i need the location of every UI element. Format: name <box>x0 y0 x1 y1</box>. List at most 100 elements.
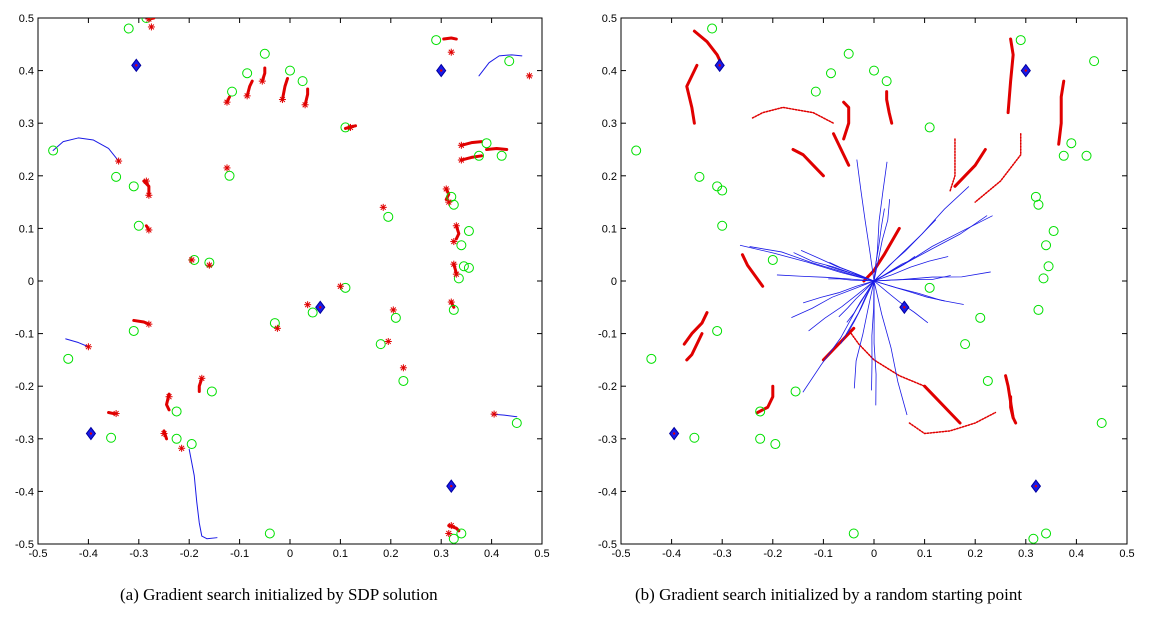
estimate-marker <box>525 72 533 80</box>
anchor-center <box>89 432 93 435</box>
search-path <box>52 137 120 162</box>
estimate-marker <box>278 96 286 104</box>
true-position-marker <box>133 220 144 231</box>
true-position-marker <box>375 339 386 350</box>
true-position-marker <box>171 406 182 417</box>
estimate-marker <box>447 298 455 306</box>
search-path <box>459 140 484 147</box>
search-path <box>850 332 926 387</box>
search-path <box>188 448 218 540</box>
search-path-random <box>749 246 875 282</box>
estimate-marker <box>84 343 92 351</box>
true-position-marker <box>63 353 74 364</box>
true-position-marker <box>1028 533 1039 544</box>
true-position-marker <box>689 432 700 443</box>
estimate-marker <box>384 337 392 345</box>
search-path-random <box>873 215 993 282</box>
search-path <box>953 148 987 188</box>
true-position-marker <box>186 439 197 450</box>
true-position-marker <box>790 386 801 397</box>
search-path-random <box>829 262 875 282</box>
estimate-marker <box>346 123 354 131</box>
y-tick-label: 0 <box>611 276 617 288</box>
true-position-marker <box>1041 240 1052 251</box>
search-path <box>842 100 851 141</box>
search-path <box>682 311 709 346</box>
search-path-random <box>802 280 875 393</box>
true-position-marker <box>448 304 459 315</box>
search-path <box>974 132 1022 203</box>
estimate-marker <box>205 261 213 269</box>
panel-a: -0.5 -0.4 -0.3 -0.2 -0.1 0 0.1 0.2 0.3 0.4 0.5 -0.5… <box>15 13 550 560</box>
x-tick-label: -0.2 <box>763 548 782 560</box>
search-path-random <box>838 280 875 318</box>
search-path <box>1004 374 1015 420</box>
search-path-random <box>793 252 875 282</box>
true-position-marker <box>869 65 879 76</box>
true-position-marker <box>481 138 492 149</box>
true-position-marker <box>1058 150 1069 161</box>
search-path-random <box>808 280 875 332</box>
y-tick-label: 0.3 <box>19 118 34 130</box>
true-position-marker <box>924 122 935 133</box>
true-position-marker <box>810 86 821 97</box>
x-tick-label: 0 <box>871 548 877 560</box>
true-position-marker <box>825 68 836 79</box>
caption-a: (a) Gradient search initialized by SDP s… <box>120 585 438 604</box>
search-path-random <box>739 244 875 282</box>
y-tick-label: -0.3 <box>15 434 34 446</box>
true-position-marker <box>1089 56 1100 67</box>
true-position-marker <box>504 56 515 67</box>
plot-area <box>631 23 1107 544</box>
anchor-center <box>440 69 443 72</box>
true-position-marker <box>259 48 270 59</box>
search-path-random <box>873 280 877 406</box>
x-tick-label: 0.5 <box>1119 548 1134 560</box>
y-tick-label: -0.4 <box>15 486 34 498</box>
true-position-marker <box>848 528 859 539</box>
true-position-marker <box>881 76 892 87</box>
true-position-marker <box>383 211 394 222</box>
y-tick-label: 0.2 <box>602 171 617 183</box>
true-position-marker <box>712 325 723 336</box>
search-path-random <box>873 271 991 282</box>
plot-area <box>48 18 533 544</box>
true-position-marker <box>106 432 117 443</box>
y-tick-label: 0.1 <box>19 223 34 235</box>
true-position-marker <box>141 18 152 23</box>
estimate-marker <box>399 364 407 372</box>
estimate-marker <box>447 48 455 56</box>
y-tick-label: 0.4 <box>19 66 34 78</box>
search-path <box>65 338 89 348</box>
x-tick-label: 0.2 <box>383 548 398 560</box>
estimate-marker <box>258 77 266 85</box>
estimate-marker <box>442 185 450 193</box>
y-tick-label: 0.1 <box>602 223 617 235</box>
true-position-marker <box>458 261 469 272</box>
true-position-marker <box>1066 138 1077 149</box>
x-tick-label: 0.4 <box>1069 548 1084 560</box>
search-path <box>132 318 151 326</box>
true-position-marker <box>960 339 971 350</box>
search-path-random <box>873 280 964 305</box>
caption-b: (b) Gradient search initialized by a ran… <box>635 585 1023 604</box>
true-position-marker <box>307 307 318 318</box>
estimate-marker <box>145 226 153 234</box>
search-path-random <box>873 256 949 282</box>
true-position-marker <box>1048 226 1059 237</box>
y-tick-label: -0.5 <box>15 539 34 551</box>
search-path <box>908 411 997 435</box>
true-position-marker <box>496 150 507 161</box>
true-position-marker <box>128 325 139 336</box>
estimate-marker <box>112 410 120 418</box>
true-position-marker <box>269 318 280 329</box>
x-tick-label: -0.3 <box>129 548 148 560</box>
estimate-marker <box>223 98 231 106</box>
search-path-random <box>846 280 875 335</box>
estimate-marker <box>145 191 153 199</box>
true-position-marker <box>128 181 139 192</box>
y-tick-label: -0.1 <box>15 329 34 341</box>
search-path <box>280 76 289 102</box>
true-position-marker <box>1015 35 1026 46</box>
